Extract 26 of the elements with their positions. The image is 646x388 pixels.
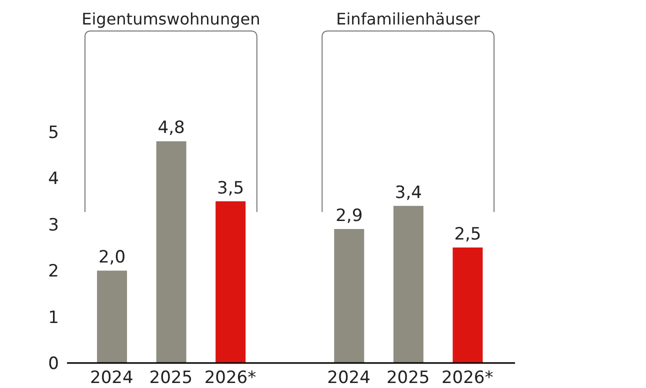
data-label: 2,5 [454, 224, 482, 244]
bar [156, 141, 186, 363]
data-label: 2,0 [98, 248, 126, 268]
data-label: 3,5 [217, 178, 244, 198]
data-label: 3,4 [394, 182, 422, 203]
y-tick-label: 0 [48, 354, 59, 374]
bar [393, 206, 424, 363]
y-tick-label: 1 [48, 308, 59, 328]
text: Eigentumswohnungen [82, 9, 260, 28]
bar [97, 270, 127, 363]
data-label: 2,9 [336, 206, 363, 226]
y-tick-label: 2 [48, 262, 59, 282]
y-tick-label: 4 [48, 169, 59, 190]
bar [452, 248, 483, 363]
x-tick-label: 2026* [204, 368, 256, 388]
x-tick-label: 2025 [149, 368, 193, 388]
x-tick-label: 2026* [441, 368, 494, 388]
bar [216, 201, 246, 363]
text: Einfamilienhäuser [336, 9, 480, 28]
data-label: 4,8 [158, 118, 185, 138]
x-tick-label: 2024 [327, 368, 370, 388]
y-tick-label: 5 [48, 123, 59, 144]
bar [334, 229, 364, 363]
x-tick-label: 2024 [90, 368, 134, 388]
x-tick-label: 2025 [386, 368, 430, 388]
y-tick-label: 3 [48, 215, 59, 236]
